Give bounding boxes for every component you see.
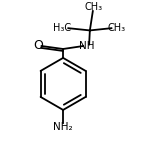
Text: CH₃: CH₃	[108, 23, 126, 33]
Text: NH: NH	[79, 41, 95, 51]
Text: H₃C: H₃C	[53, 23, 71, 33]
Text: CH₃: CH₃	[84, 2, 103, 12]
Text: NH₂: NH₂	[53, 122, 73, 132]
Text: O: O	[33, 39, 43, 52]
